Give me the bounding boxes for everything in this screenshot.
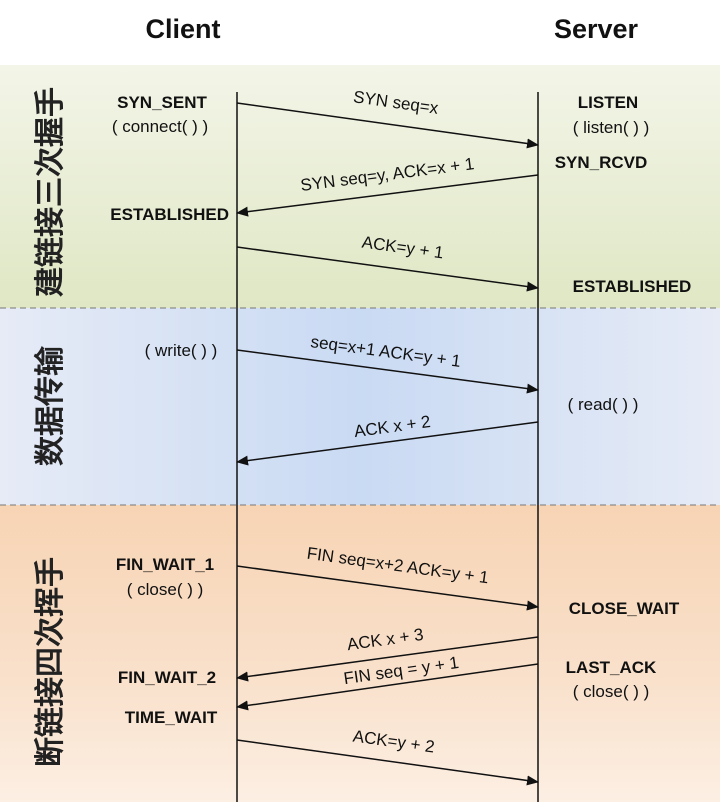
message-arrow	[236, 565, 539, 611]
client-state-established: ESTABLISHED	[110, 205, 229, 224]
server-header: Server	[554, 14, 639, 44]
message-arrow	[236, 174, 539, 217]
section-label-data: 数据传输	[33, 345, 68, 466]
client-state-fin-wait-2: FIN_WAIT_2	[118, 668, 216, 687]
client-header: Client	[145, 14, 220, 44]
message-arrow	[236, 739, 539, 786]
section-label-teardown: 断链接四次挥手	[33, 557, 68, 767]
server-call-listen: ( listen( ) )	[573, 118, 650, 137]
server-state-last-ack: LAST_ACK	[566, 658, 657, 677]
message-arrow	[236, 421, 539, 466]
message-arrow	[236, 663, 539, 711]
message-arrow	[236, 349, 539, 394]
server-state-close-wait: CLOSE_WAIT	[569, 599, 680, 618]
message-arrow	[236, 246, 539, 292]
client-call-write: ( write( ) )	[145, 341, 218, 360]
server-state-established: ESTABLISHED	[573, 277, 692, 296]
message-arrow	[236, 102, 539, 149]
client-state-time-wait: TIME_WAIT	[125, 708, 218, 727]
server-state-listen: LISTEN	[578, 93, 638, 112]
server-call-read: ( read( ) )	[568, 395, 639, 414]
client-call-close: ( close( ) )	[127, 580, 204, 599]
section-teardown-band	[0, 505, 720, 802]
message-arrow	[236, 636, 539, 682]
server-state-syn-rcvd: SYN_RCVD	[555, 153, 648, 172]
section-label-handshake: 建链接三次握手	[33, 87, 68, 297]
client-state-fin-wait-1: FIN_WAIT_1	[116, 555, 214, 574]
server-call-close: ( close( ) )	[573, 682, 650, 701]
client-state-syn-sent: SYN_SENT	[117, 93, 207, 112]
section-handshake-band	[0, 65, 720, 308]
client-call-connect: ( connect( ) )	[112, 117, 208, 136]
section-data-band	[0, 308, 720, 505]
